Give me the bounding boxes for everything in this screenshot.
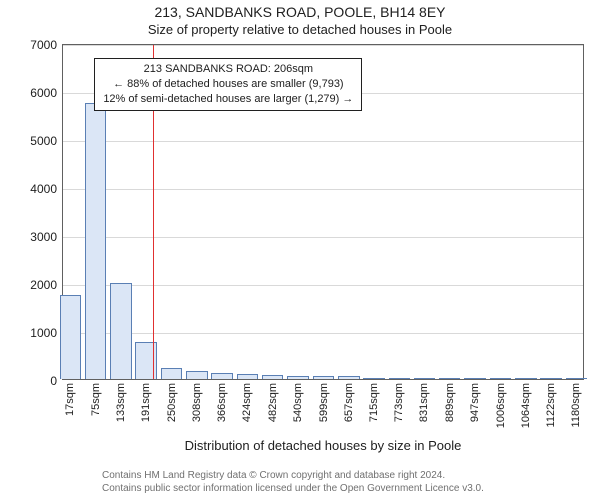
x-tick-label: 75sqm (90, 379, 102, 416)
attribution-line-1: Contains HM Land Registry data © Crown c… (102, 470, 445, 481)
x-tick-label: 715sqm (368, 379, 380, 422)
gridline-h (63, 189, 583, 190)
y-tick-label: 2000 (30, 278, 63, 292)
x-tick-label: 1064sqm (520, 379, 532, 428)
gridline-h (63, 333, 583, 334)
y-tick-label: 3000 (30, 230, 63, 244)
x-tick-label: 947sqm (469, 379, 481, 422)
x-tick-label: 540sqm (292, 379, 304, 422)
x-tick-label: 191sqm (140, 379, 152, 422)
x-tick-label: 831sqm (418, 379, 430, 422)
x-tick-label: 482sqm (267, 379, 279, 422)
annotation-line: 213 SANDBANKS ROAD: 206sqm (103, 62, 353, 77)
bar (186, 371, 207, 379)
x-tick-label: 1180sqm (570, 379, 582, 427)
chart-title: 213, SANDBANKS ROAD, POOLE, BH14 8EY (0, 4, 600, 20)
chart-container: 213, SANDBANKS ROAD, POOLE, BH14 8EY Siz… (0, 0, 600, 500)
x-tick-label: 657sqm (343, 379, 355, 422)
x-axis-label: Distribution of detached houses by size … (62, 438, 584, 453)
y-tick-label: 6000 (30, 86, 63, 100)
gridline-h (63, 141, 583, 142)
gridline-h (63, 45, 583, 46)
annotation-line: ← 88% of detached houses are smaller (9,… (103, 77, 353, 92)
y-tick-label: 5000 (30, 134, 63, 148)
x-tick-label: 889sqm (444, 379, 456, 422)
y-tick-label: 7000 (30, 38, 63, 52)
plot-area: 0100020003000400050006000700017sqm75sqm1… (62, 44, 584, 380)
x-tick-label: 424sqm (241, 379, 253, 422)
chart-subtitle: Size of property relative to detached ho… (0, 22, 600, 37)
attribution-line-2: Contains public sector information licen… (102, 483, 484, 494)
x-tick-label: 1006sqm (495, 379, 507, 428)
x-tick-label: 308sqm (191, 379, 203, 422)
bar (60, 295, 81, 379)
x-tick-label: 773sqm (393, 379, 405, 422)
annotation-line: 12% of semi-detached houses are larger (… (103, 92, 353, 107)
annotation-box: 213 SANDBANKS ROAD: 206sqm← 88% of detac… (94, 58, 362, 111)
x-tick-label: 17sqm (64, 379, 76, 416)
bar (110, 283, 131, 379)
x-tick-label: 599sqm (318, 379, 330, 422)
y-tick-label: 4000 (30, 182, 63, 196)
x-tick-label: 366sqm (216, 379, 228, 422)
gridline-h (63, 285, 583, 286)
x-tick-label: 1122sqm (545, 379, 557, 427)
bar (85, 103, 106, 379)
y-tick-label: 1000 (30, 326, 63, 340)
x-tick-label: 133sqm (115, 379, 127, 422)
bar (161, 368, 182, 379)
gridline-h (63, 237, 583, 238)
x-tick-label: 250sqm (166, 379, 178, 422)
